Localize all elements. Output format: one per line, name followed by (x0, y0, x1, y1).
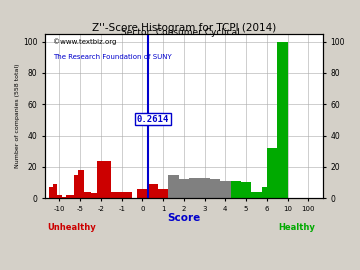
Bar (277, 42, 288, 198)
Bar (66, 195, 70, 198)
Text: Unhealthy: Unhealthy (48, 223, 96, 232)
Bar (262, 187, 268, 198)
Bar (53, 184, 57, 198)
Bar (179, 179, 189, 198)
Bar (267, 148, 277, 198)
Bar (189, 178, 199, 198)
Text: ©www.textbiz.org: ©www.textbiz.org (53, 39, 117, 45)
Bar (78, 170, 84, 198)
Bar (148, 184, 158, 198)
Bar (230, 181, 241, 198)
Bar (91, 193, 98, 198)
Bar (251, 192, 262, 198)
Bar (137, 189, 148, 198)
Title: Z''-Score Histogram for TCPI (2014): Z''-Score Histogram for TCPI (2014) (92, 23, 276, 33)
Bar (57, 195, 62, 198)
Y-axis label: Number of companies (558 total): Number of companies (558 total) (15, 64, 20, 168)
Bar (199, 178, 210, 198)
X-axis label: Score: Score (167, 213, 201, 223)
Bar (98, 161, 111, 198)
Text: Healthy: Healthy (278, 223, 315, 232)
Text: The Research Foundation of SUNY: The Research Foundation of SUNY (53, 53, 172, 60)
Bar (168, 175, 179, 198)
Bar (74, 175, 78, 198)
Bar (70, 195, 74, 198)
Bar (241, 183, 251, 198)
Bar (210, 179, 220, 198)
Bar (49, 187, 53, 198)
Bar (158, 189, 168, 198)
Bar (84, 192, 91, 198)
Text: Sector: Consumer Cyclical: Sector: Consumer Cyclical (121, 28, 239, 37)
Text: 0.2614: 0.2614 (137, 115, 169, 124)
Bar (220, 181, 230, 198)
Bar (62, 197, 66, 198)
Bar (111, 192, 132, 198)
